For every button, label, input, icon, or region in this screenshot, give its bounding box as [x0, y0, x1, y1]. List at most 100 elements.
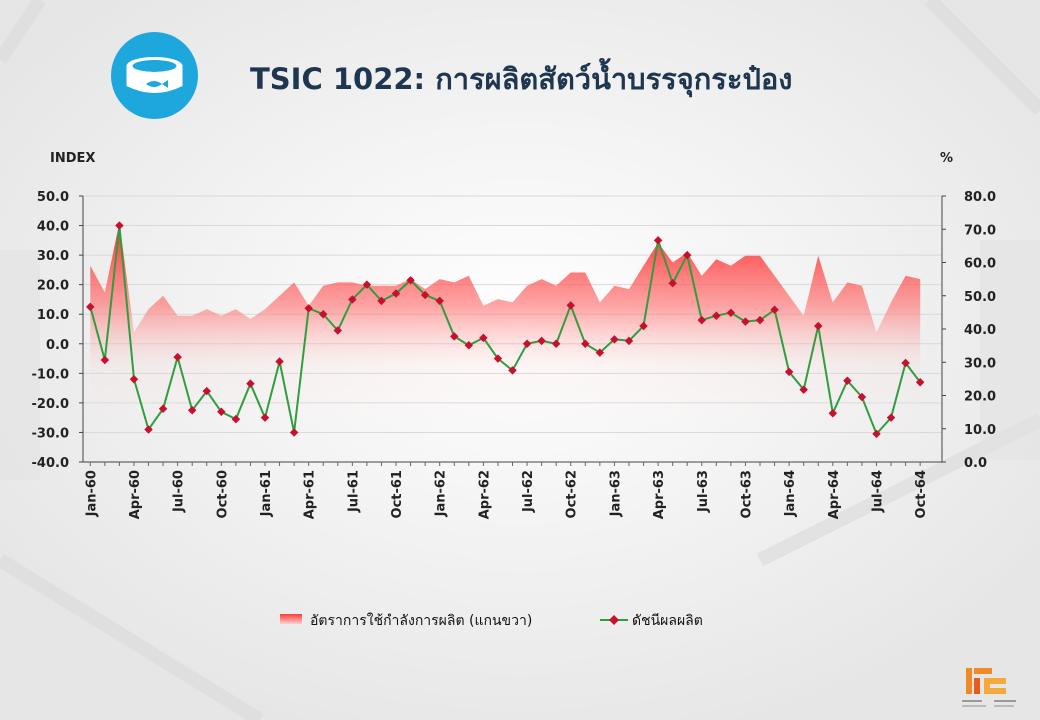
index-point — [231, 414, 241, 424]
index-point — [479, 333, 488, 343]
x-tick-label: Oct-64 — [914, 470, 929, 518]
index-point — [420, 290, 430, 300]
left-tick-label: 10.0 — [37, 308, 69, 323]
left-tick-label: -40.0 — [32, 456, 69, 471]
index-point — [581, 339, 590, 349]
index-point — [697, 315, 707, 325]
left-tick-label: 0.0 — [46, 338, 69, 353]
right-axis-unit: % — [940, 151, 954, 166]
right-tick-label: 50.0 — [964, 290, 996, 305]
legend-label-capacity: อัตราการใช้กำลังการผลิต (แกนขวา) — [310, 613, 533, 629]
left-tick-label: 40.0 — [37, 220, 69, 235]
index-point — [843, 376, 852, 385]
left-tick-label: -30.0 — [32, 426, 69, 441]
index-point — [217, 407, 226, 416]
index-point — [435, 296, 444, 306]
x-tick-label: Jul-60 — [172, 470, 187, 513]
index-point — [246, 379, 255, 388]
x-tick-label: Oct-63 — [739, 470, 754, 518]
index-point — [129, 375, 139, 384]
index-point — [755, 315, 765, 325]
legend-label-index: ดัชนีผลผลิต — [632, 613, 703, 629]
index-point — [144, 425, 153, 434]
x-tick-label: Jul-64 — [870, 470, 885, 513]
index-point — [522, 339, 532, 349]
index-point — [289, 428, 299, 437]
x-tick-label: Jul-61 — [346, 470, 361, 513]
index-point — [275, 357, 284, 366]
index-point — [872, 429, 881, 439]
right-tick-label: 20.0 — [964, 390, 996, 405]
page-title: TSIC 1022: การผลิตสัตว์น้ำบรรจุกระป๋อง — [250, 62, 793, 96]
index-point — [202, 386, 211, 396]
index-point — [86, 302, 95, 312]
index-point — [450, 332, 459, 341]
index-point — [814, 321, 823, 331]
x-tick-label: Jan-60 — [84, 470, 99, 517]
index-point — [537, 336, 546, 346]
index-point — [100, 355, 110, 365]
index-point — [508, 366, 517, 375]
index-point — [260, 413, 270, 422]
left-tick-label: -10.0 — [32, 367, 69, 382]
index-point — [115, 221, 124, 230]
index-line-series — [89, 225, 921, 436]
index-point — [551, 339, 561, 349]
x-tick-label: Apr-61 — [303, 470, 318, 519]
left-tick-label: -20.0 — [32, 397, 69, 412]
left-axis-unit: INDEX — [50, 151, 96, 166]
index-point — [624, 336, 634, 346]
x-tick-label: Oct-62 — [565, 470, 580, 518]
index-point — [799, 385, 808, 394]
x-tick-label: Jan-61 — [259, 470, 274, 517]
right-tick-label: 60.0 — [964, 257, 996, 272]
oie-logo — [960, 664, 1020, 712]
index-point — [770, 305, 779, 315]
index-point — [915, 377, 925, 387]
x-tick-label: Oct-60 — [215, 470, 230, 518]
index-point — [362, 280, 372, 289]
index-point — [493, 354, 503, 363]
x-tick-label: Oct-61 — [390, 470, 405, 518]
index-point — [886, 413, 896, 422]
index-point — [595, 348, 605, 357]
index-point — [158, 404, 168, 414]
right-tick-label: 30.0 — [964, 356, 996, 371]
x-tick-label: Jan-64 — [783, 470, 798, 517]
left-tick-label: 50.0 — [37, 190, 69, 205]
index-point — [639, 321, 648, 331]
index-point — [318, 309, 328, 319]
x-tick-label: Apr-64 — [827, 470, 842, 519]
index-point — [741, 317, 750, 326]
capacity-area-series — [90, 222, 921, 462]
index-point — [304, 304, 313, 313]
x-tick-label: Apr-62 — [477, 470, 492, 519]
x-tick-label: Jan-62 — [434, 470, 449, 517]
left-tick-label: 30.0 — [37, 249, 69, 264]
legend-swatch-area — [280, 614, 302, 624]
index-point — [653, 236, 663, 245]
index-point — [333, 326, 343, 335]
index-point — [784, 367, 794, 377]
index-point — [610, 335, 619, 344]
left-tick-label: 20.0 — [37, 279, 69, 294]
canned-fish-icon — [111, 32, 198, 119]
x-tick-label: Jul-63 — [696, 470, 711, 513]
index-point — [187, 406, 197, 415]
index-point — [712, 311, 721, 320]
index-point — [377, 296, 386, 306]
right-tick-label: 40.0 — [964, 323, 996, 338]
right-tick-label: 0.0 — [964, 456, 987, 471]
index-point — [406, 275, 415, 285]
index-point — [668, 278, 677, 288]
x-tick-label: Apr-63 — [652, 470, 667, 519]
index-point — [566, 301, 575, 310]
index-point — [391, 289, 401, 298]
index-point — [828, 408, 838, 418]
index-point — [857, 392, 867, 402]
legend-swatch-line — [600, 615, 628, 625]
right-tick-label: 80.0 — [964, 190, 996, 205]
index-point — [173, 352, 182, 362]
